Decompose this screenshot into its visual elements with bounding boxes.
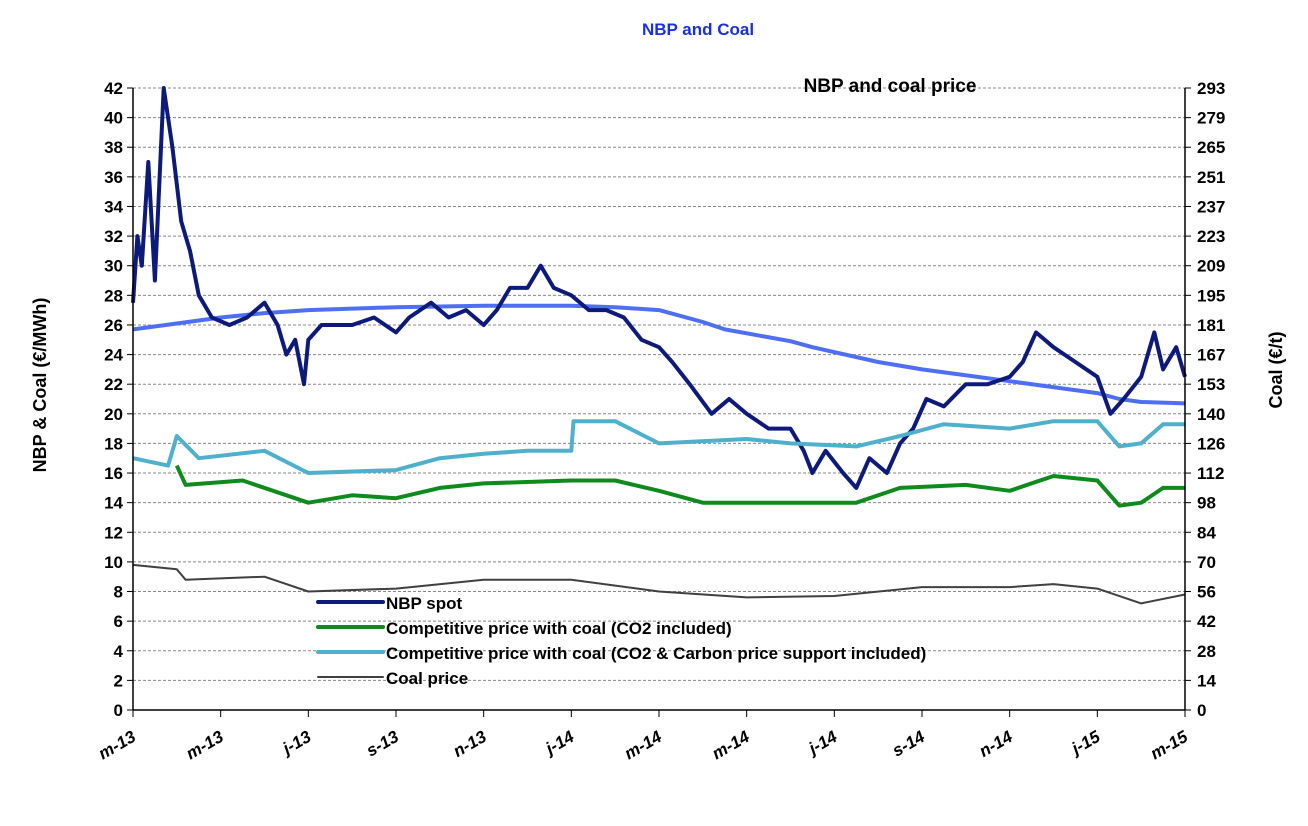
y-tick-label: 4 xyxy=(114,642,124,661)
y2-tick-label: 251 xyxy=(1197,168,1225,187)
x-tick-label: s-13 xyxy=(363,727,402,761)
y2-tick-label: 279 xyxy=(1197,109,1225,128)
y-tick-label: 36 xyxy=(104,168,123,187)
y2-tick-label: 42 xyxy=(1197,612,1216,631)
y2-tick-label: 195 xyxy=(1197,286,1225,305)
y-tick-label: 12 xyxy=(104,523,123,542)
page-title: NBP and Coal xyxy=(642,20,754,39)
x-tick-label: j-14 xyxy=(804,727,841,759)
y2-tick-label: 70 xyxy=(1197,553,1216,572)
y-tick-label: 10 xyxy=(104,553,123,572)
y2-tick-label: 293 xyxy=(1197,79,1225,98)
y-tick-label: 8 xyxy=(114,583,123,602)
y2-tick-label: 153 xyxy=(1197,375,1225,394)
y-tick-label: 40 xyxy=(104,109,123,128)
legend-label: Competitive price with coal (CO2 & Carbo… xyxy=(386,644,926,663)
x-tick-label: m-15 xyxy=(1147,727,1191,764)
y2-tick-label: 209 xyxy=(1197,257,1225,276)
x-tick-label: j-13 xyxy=(278,727,315,759)
series-line xyxy=(131,86,1187,490)
y2-tick-label: 223 xyxy=(1197,227,1225,246)
x-tick-label: s-14 xyxy=(889,727,928,761)
y2-tick-label: 28 xyxy=(1197,642,1216,661)
series-line xyxy=(132,303,1186,406)
y2-tick-label: 112 xyxy=(1197,464,1224,483)
x-tick-label: m-13 xyxy=(95,727,139,764)
y-tick-label: 42 xyxy=(104,79,123,98)
y-tick-label: 32 xyxy=(104,227,123,246)
series-lines xyxy=(131,86,1187,605)
y-tick-label: 20 xyxy=(104,405,123,424)
y-tick-label: 24 xyxy=(104,346,123,365)
y-tick-label: 18 xyxy=(104,434,123,453)
y2-tick-label: 126 xyxy=(1197,434,1225,453)
series-line xyxy=(132,563,1186,605)
y2-tick-label: 181 xyxy=(1197,316,1225,335)
chart-title: NBP and coal price xyxy=(804,76,977,97)
x-tick-label: n-14 xyxy=(976,727,1016,761)
x-tick-label: m-14 xyxy=(621,727,665,764)
x-tick-label: j-15 xyxy=(1067,727,1104,759)
y-tick-label: 30 xyxy=(104,257,123,276)
y-tick-label: 14 xyxy=(104,494,123,513)
y2-tick-label: 167 xyxy=(1197,346,1225,365)
y-tick-label: 16 xyxy=(104,464,123,483)
series-line xyxy=(174,464,1185,508)
y2-tick-label: 140 xyxy=(1197,405,1225,424)
y2-tick-label: 0 xyxy=(1197,701,1206,720)
x-tick-label: m-13 xyxy=(183,727,227,764)
legend: NBP spot Competitive price with coal (CO2… xyxy=(316,594,926,688)
y-axis-label: NBP & Coal (€/MWh) xyxy=(30,298,50,473)
y-tick-label: 6 xyxy=(114,612,123,631)
y2-tick-label: 14 xyxy=(1197,671,1216,690)
legend-label: NBP spot xyxy=(386,594,463,613)
y-tick-label: 0 xyxy=(114,701,123,720)
y2-tick-label: 56 xyxy=(1197,583,1216,602)
y-tick-label: 22 xyxy=(104,375,123,394)
y2-tick-label: 84 xyxy=(1197,523,1216,542)
x-tick-label: j-14 xyxy=(541,727,578,759)
y-tick-label: 34 xyxy=(104,197,123,216)
y-tick-label: 28 xyxy=(104,286,123,305)
y2-axis-label: Coal (€/t) xyxy=(1266,331,1286,408)
y-tick-label: 26 xyxy=(104,316,123,335)
y2-tick-label: 237 xyxy=(1197,197,1225,216)
y2-tick-label: 98 xyxy=(1197,494,1216,513)
x-tick-label: n-13 xyxy=(450,727,490,761)
legend-label: Competitive price with coal (CO2 include… xyxy=(386,619,732,638)
y2-tick-label: 265 xyxy=(1197,138,1225,157)
y-tick-label: 38 xyxy=(104,138,123,157)
y-tick-label: 2 xyxy=(114,671,123,690)
series-line xyxy=(132,419,1185,475)
legend-label: Coal price xyxy=(386,669,468,688)
x-tick-label: m-14 xyxy=(709,727,753,764)
